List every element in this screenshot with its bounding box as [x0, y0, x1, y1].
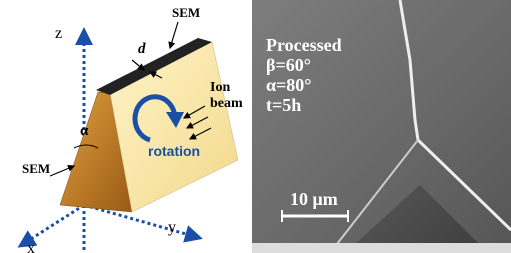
graphics [0, 0, 511, 253]
sem-text: α=80° [266, 76, 312, 94]
sem-arrow [170, 22, 178, 48]
d-arrow [132, 60, 144, 70]
scale-label: 10 μm [290, 190, 338, 208]
label: Ion beam [210, 80, 250, 112]
axis-label: x [27, 241, 35, 253]
axis-label: z [55, 26, 62, 42]
sem-footer [252, 243, 511, 253]
label: rotation [148, 144, 200, 158]
sem-text: t=5h [266, 96, 301, 114]
label: SEM [22, 162, 50, 175]
label: d [138, 42, 146, 57]
label: α [80, 124, 88, 139]
axis-label: y [168, 220, 176, 236]
y-axis [84, 205, 200, 238]
figure: z y x SEM d Ion beam rotation SEM α Proc… [0, 0, 511, 253]
sem-text: Processed [266, 36, 342, 54]
main-face [110, 42, 238, 212]
sem-text: β=60° [266, 56, 311, 74]
label: SEM [172, 6, 200, 19]
